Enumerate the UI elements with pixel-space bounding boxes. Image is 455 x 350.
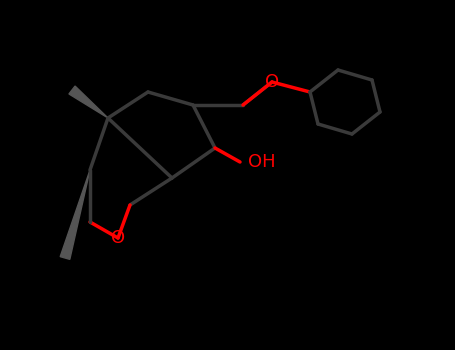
Text: O: O xyxy=(265,73,279,91)
Polygon shape xyxy=(60,170,90,259)
Text: O: O xyxy=(111,229,125,247)
Polygon shape xyxy=(69,86,108,118)
Text: OH: OH xyxy=(248,153,276,171)
